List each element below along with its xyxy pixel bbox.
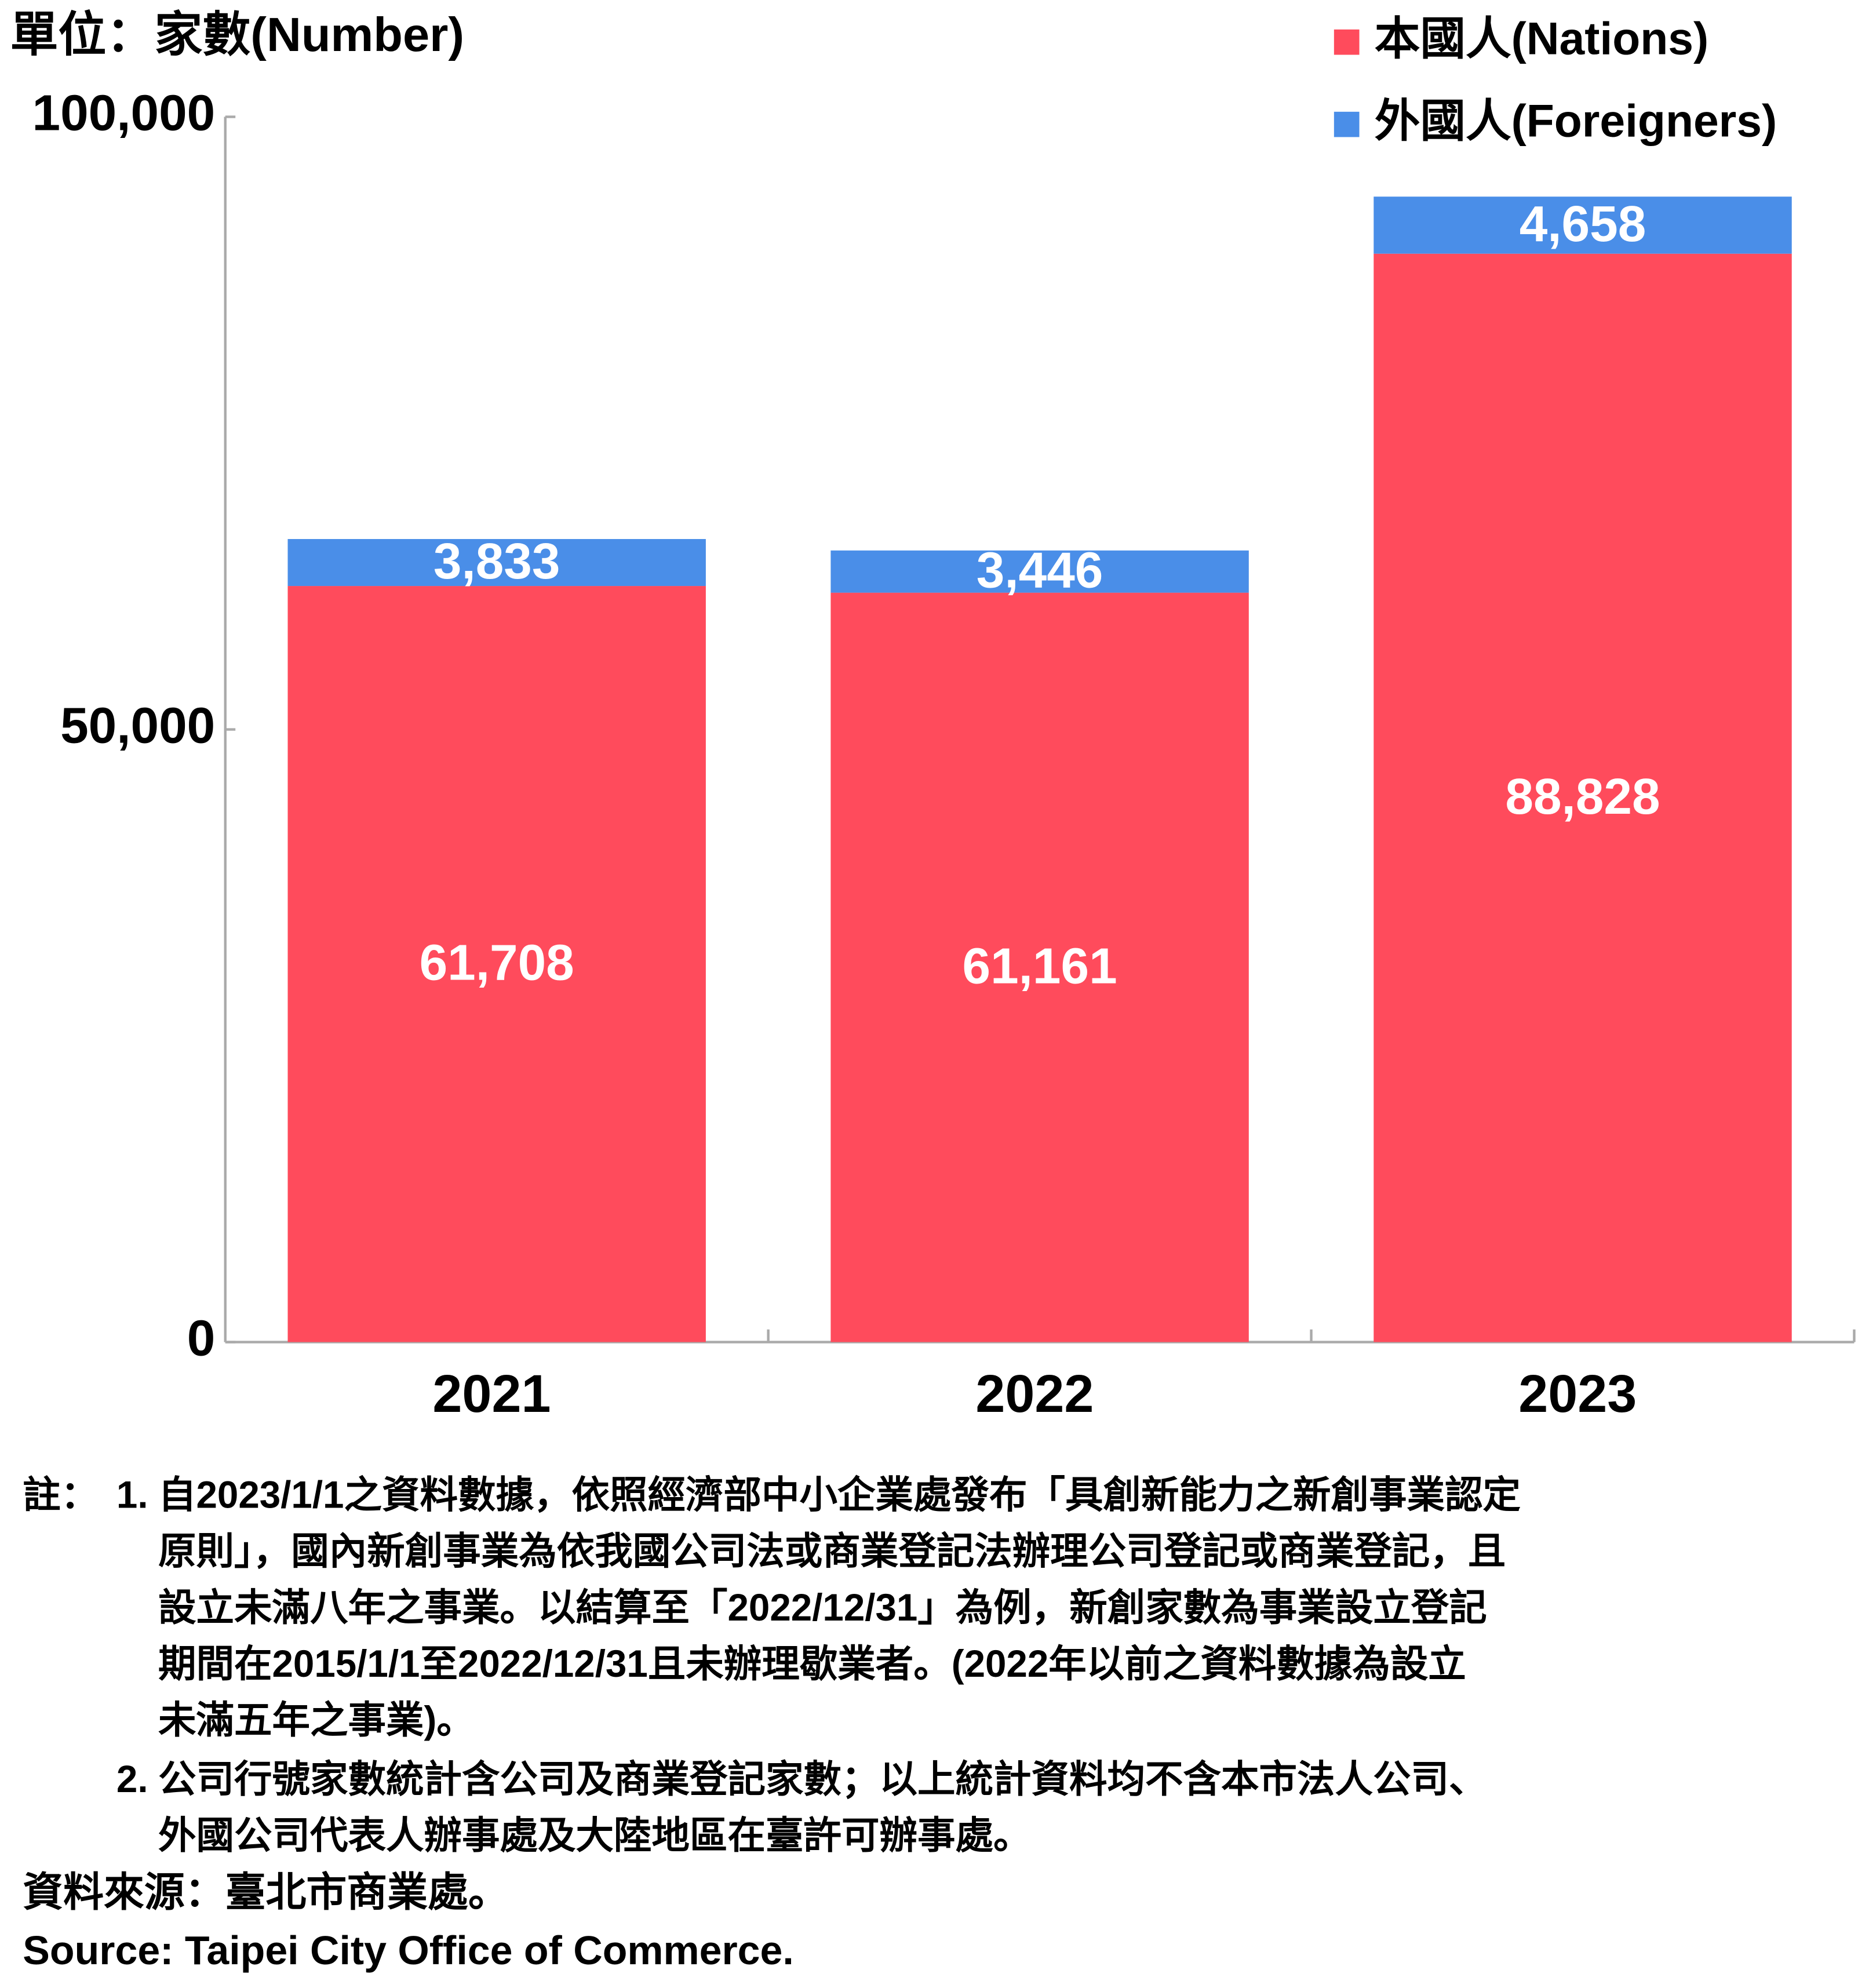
legend-swatch [1334, 29, 1360, 55]
bar-segment [287, 539, 706, 587]
note-line: 公司行號家數統計含公司及商業登記家數；以上統計資料均不含本市法人公司、 [158, 1758, 1487, 1800]
legend-label: 本國人(Nations) [1375, 13, 1708, 64]
y-tick-label: 100,000 [32, 85, 216, 141]
data-label: 4,658 [1520, 195, 1646, 252]
data-label: 61,161 [963, 938, 1117, 995]
x-tick-label: 2021 [432, 1364, 551, 1423]
data-label: 61,708 [420, 934, 574, 991]
legend-label: 外國人(Foreigners) [1375, 95, 1777, 146]
notes-label: 註： [23, 1474, 99, 1516]
note-line: 自2023/1/1之資料數據，依照經濟部中小企業處發布「具創新能力之新創事業認定 [158, 1474, 1521, 1516]
y-tick-label: 0 [187, 1310, 216, 1367]
x-tick-label: 2023 [1518, 1364, 1637, 1423]
note-line: 原則」，國內新創事業為依我國公司法或商業登記法辦理公司登記或商業登記，且 [158, 1530, 1506, 1572]
note-line: 設立未滿八年之事業。以結算至「2022/12/31」為例，新創家數為事業設立登記 [158, 1586, 1487, 1629]
unit-title: 單位：家數(Number) [10, 8, 464, 61]
note-number: 2. [116, 1758, 148, 1800]
note-line: 未滿五年之事業)。 [158, 1699, 475, 1741]
data-label: 3,446 [977, 542, 1103, 599]
bar-segment [1374, 196, 1792, 254]
source-line: Source: Taipei City Office of Commerce. [23, 1928, 794, 1973]
x-tick-label: 2022 [975, 1364, 1094, 1423]
note-line: 期間在2015/1/1至2022/12/31且未辦理歇業者。(2022年以前之資… [158, 1643, 1466, 1685]
bar-segment [1374, 253, 1792, 1342]
note-number: 1. [116, 1474, 148, 1516]
y-tick-label: 50,000 [60, 697, 215, 754]
data-label: 88,828 [1505, 768, 1660, 825]
note-line: 外國公司代表人辦事處及大陸地區在臺許可辦事處。 [158, 1814, 1032, 1856]
bar-segment [830, 592, 1249, 1342]
bar-segment [830, 550, 1249, 593]
data-label: 3,833 [433, 533, 560, 589]
source-line: 資料來源：臺北市商業處。 [23, 1869, 509, 1914]
bar-segment [287, 586, 706, 1342]
legend-swatch [1334, 111, 1360, 137]
